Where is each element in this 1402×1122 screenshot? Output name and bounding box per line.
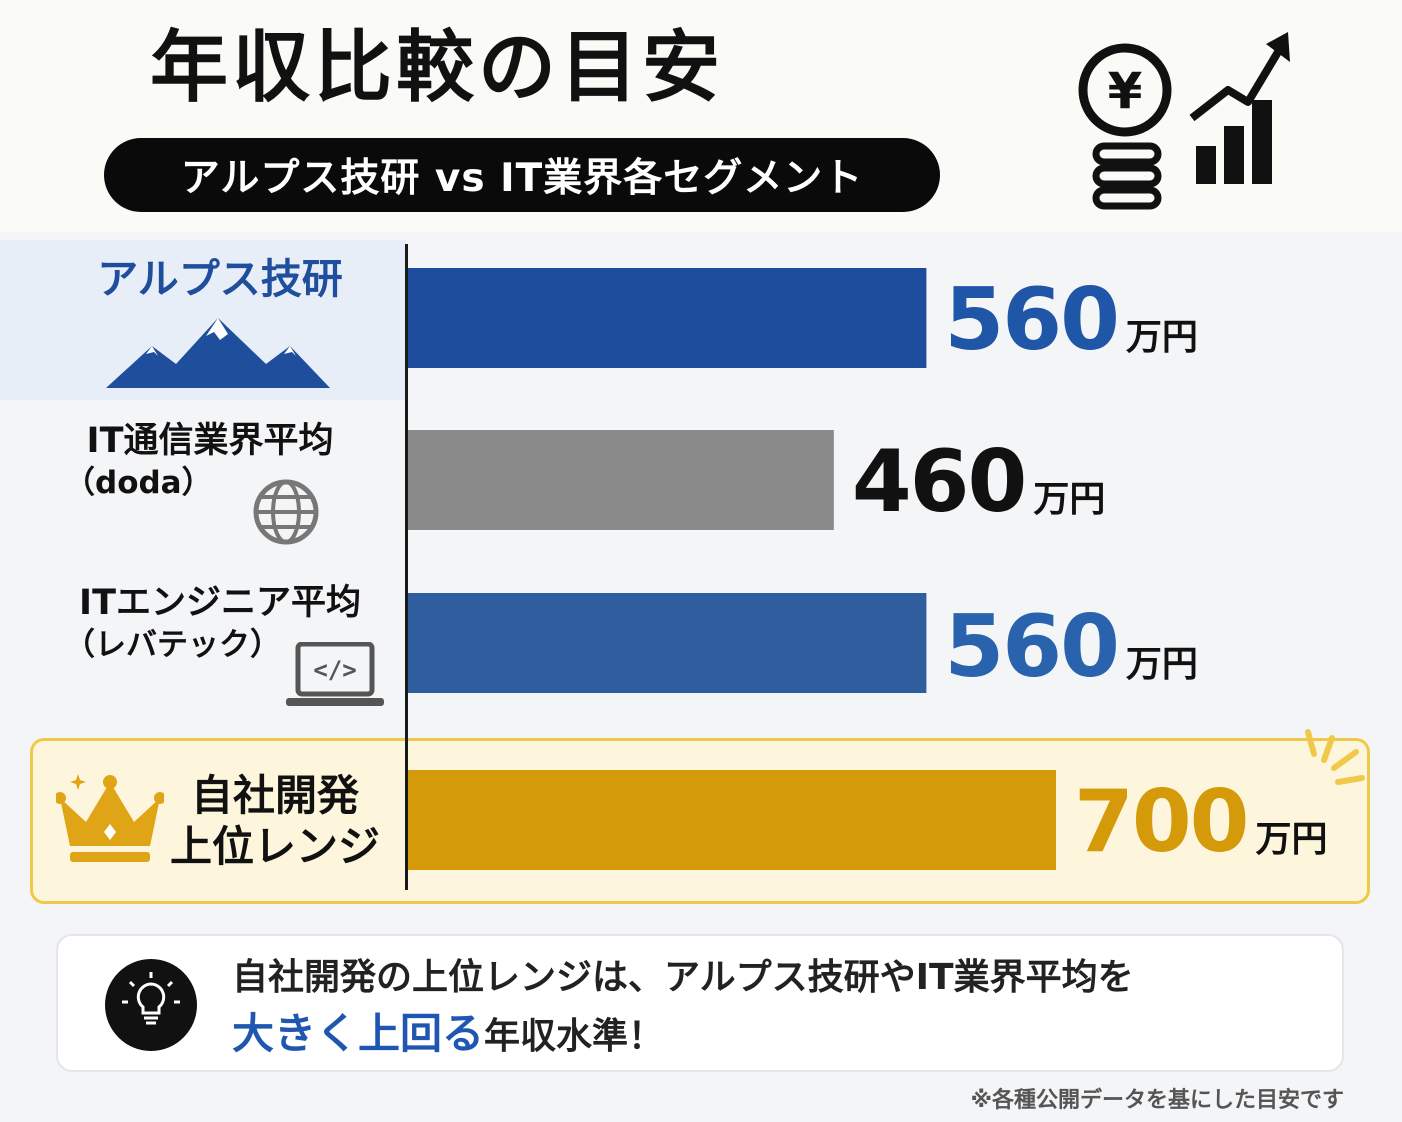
value-number: 560 [944,270,1120,370]
bar-chart [408,268,1056,870]
hero-icons: ¥ [1078,32,1290,210]
callout-box: 自社開発の上位レンジは、アルプス技研やIT業界平均を 大きく上回る年収水準！ [56,934,1344,1072]
value-unit: 万円 [1033,479,1106,520]
category-sublabel: （doda） [64,464,213,501]
category-label-text: ITエンジニア平均 [79,583,361,623]
bar-2 [408,430,834,530]
lightbulb-icon [105,959,197,1051]
svg-text:¥: ¥ [1108,62,1143,120]
bar-4 [408,770,1056,870]
chart-area: アルプス技研 IT通信業界平均 （doda） ITエンジニア平均 （レバテック）… [0,232,1402,922]
category-label-top-range: 自社開発 上位レンジ [160,770,390,872]
callout-line-2: 大きく上回る年収水準！ [232,1004,1134,1065]
page-title: 年収比較の目安 [150,23,725,113]
value-number: 460 [851,432,1028,532]
footnote: ※各種公開データを基にした目安です [970,1088,1344,1113]
growth-chart-icon [1189,32,1290,184]
value-label-4: 700 万円 [1074,772,1328,872]
bar-3 [408,593,927,693]
subtitle-text: アルプス技研 vs IT業界各セグメント [180,156,864,201]
category-label-alps: アルプス技研 [60,254,380,305]
bar-1 [408,268,927,368]
callout-text: 自社開発の上位レンジは、アルプス技研やIT業界平均を 大きく上回る年収水準！ [232,952,1134,1065]
value-unit: 万円 [1125,644,1198,685]
category-label-text: アルプス技研 [97,255,343,303]
value-number: 560 [944,597,1120,697]
category-label-text: IT通信業界平均 [86,421,334,461]
category-sublabel: （レバテック） [64,626,281,663]
category-label-it-engineer: ITエンジニア平均 （レバテック） [40,582,400,665]
globe-icon [253,479,319,545]
value-unit: 万円 [1255,819,1328,860]
category-sublabel: 上位レンジ [169,822,380,872]
laptop-code-icon: </> [286,642,384,706]
mountain-icon [106,318,330,388]
value-number: 700 [1074,772,1250,872]
value-label-1: 560 万円 [944,270,1198,370]
value-label-3: 560 万円 [944,597,1198,697]
yen-coin-stack-icon: ¥ [1078,43,1172,210]
y-axis-line [405,244,408,890]
callout-line-2-rest: 年収水準！ [484,1016,665,1058]
category-label-text: 自社開発 [190,771,359,820]
value-unit: 万円 [1125,317,1198,358]
sparkle-burst-icon [1305,729,1365,785]
category-label-it-telecom: IT通信業界平均 （doda） [40,420,380,503]
crown-icon [56,774,164,862]
value-label-2: 460 万円 [852,432,1106,532]
svg-text:</>: </> [313,656,356,684]
callout-line-1: 自社開発の上位レンジは、アルプス技研やIT業界平均を [232,957,1134,998]
callout-emphasis: 大きく上回る [232,1009,485,1059]
subtitle-pill: アルプス技研 vs IT業界各セグメント [104,138,940,212]
